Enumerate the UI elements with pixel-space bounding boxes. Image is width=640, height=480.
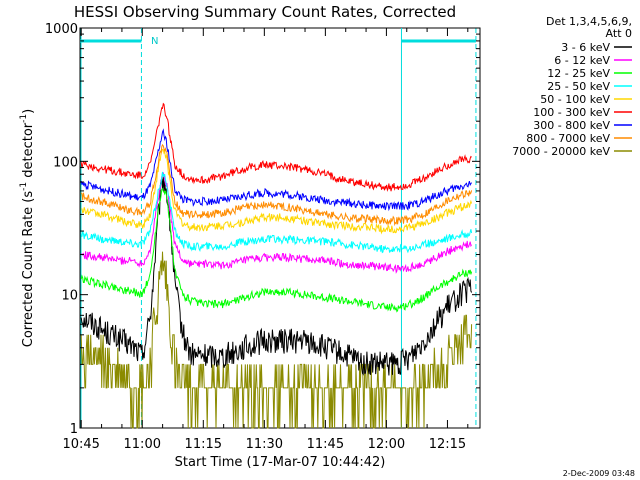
x-tick-label-6: 12:15 (429, 437, 466, 452)
night-marker-label: N (151, 36, 158, 47)
x-tick-label-0: 10:45 (62, 437, 99, 452)
series-layer (80, 102, 473, 429)
x-tick-label-5: 12:00 (368, 437, 405, 452)
legend-label-2: 12 - 25 keV (547, 67, 610, 80)
y-axis-label-end: ) (21, 109, 36, 114)
legend-label-4: 50 - 100 keV (540, 93, 610, 106)
y-axis-label: Corrected Count Rate (s-1 detector-1) (19, 109, 36, 347)
x-tick-label-4: 11:45 (307, 437, 344, 452)
y-tick-label-1: 10 (61, 289, 78, 304)
y-tick-label-2: 100 (53, 155, 78, 170)
legend-label-1: 6 - 12 keV (554, 54, 610, 67)
chart-title: HESSI Observing Summary Count Rates, Cor… (74, 3, 456, 21)
legend-label-3: 25 - 50 keV (547, 80, 610, 93)
y-axis-label-sup2: -1 (19, 114, 29, 123)
y-axis-ticks: 1 10 100 1000 (45, 22, 480, 437)
y-tick-label-3: 1000 (45, 22, 78, 37)
x-tick-label-2: 11:15 (185, 437, 222, 452)
series-line-7 (80, 143, 473, 227)
plot-area: 10:45 11:00 11:15 11:30 11:45 12:00 12:15 1101… (45, 22, 481, 452)
y-tick-label-0: 1 (70, 422, 78, 437)
series-line-2 (80, 187, 473, 313)
legend-header-line-2: Att 0 (606, 27, 632, 40)
series-line-5 (80, 102, 472, 192)
footer-timestamp: 2-Dec-2009 03:48 (563, 469, 635, 478)
legend-header-line-1: Det 1,3,4,5,6,9, (546, 15, 632, 28)
series-line-3 (80, 171, 473, 254)
legend-label-5: 100 - 300 keV (533, 106, 610, 119)
x-tick-label-3: 11:30 (246, 437, 283, 452)
series-line-6 (80, 128, 473, 212)
x-tick-label-1: 11:00 (124, 437, 161, 452)
series-line-1 (80, 172, 473, 274)
legend-label-8: 7000 - 20000 keV (512, 145, 610, 158)
x-axis-ticks: 10:45 11:00 11:15 11:30 11:45 12:00 12:15 (62, 28, 469, 452)
y-axis-label-mid: detector (21, 122, 36, 182)
series-line-4 (81, 148, 473, 235)
legend-label-0: 3 - 6 keV (561, 41, 610, 54)
legend-label-7: 800 - 7000 keV (526, 132, 610, 145)
x-axis-label: Start Time (17-Mar-07 10:44:42) (175, 455, 386, 470)
series-line-0 (80, 176, 473, 376)
legend-label-6: 300 - 800 keV (533, 119, 610, 132)
y-axis-label-sup1: -1 (19, 182, 29, 191)
y-axis-label-main: Corrected Count Rate (s (21, 191, 36, 348)
